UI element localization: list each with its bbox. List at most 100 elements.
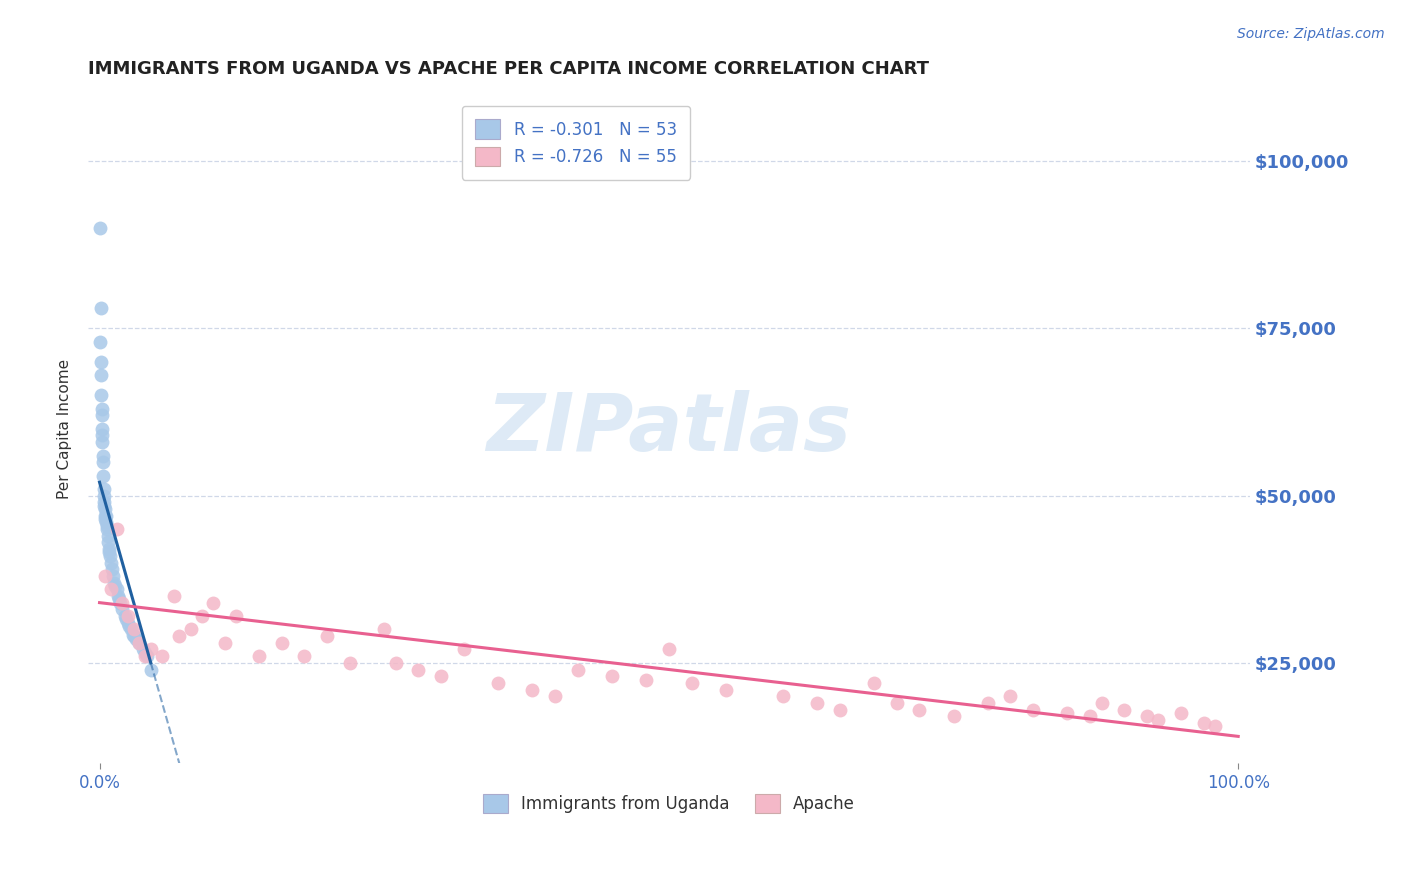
Point: [714, 682, 737, 697]
Point: [90, 355, 112, 369]
Point: [1136, 709, 1159, 723]
Point: [93, 495, 115, 509]
Point: [117, 615, 139, 630]
Point: [98, 549, 121, 563]
Point: [681, 676, 703, 690]
Point: [100, 556, 122, 570]
Point: [111, 596, 134, 610]
Point: [91, 455, 114, 469]
Point: [89, 221, 111, 235]
Point: [134, 646, 156, 660]
Point: [98, 545, 121, 559]
Point: [544, 690, 567, 704]
Point: [118, 619, 141, 633]
Point: [117, 609, 139, 624]
Point: [1078, 709, 1101, 723]
Point: [136, 649, 159, 664]
Point: [886, 696, 908, 710]
Point: [93, 502, 115, 516]
Point: [636, 673, 658, 687]
Point: [96, 516, 118, 530]
Point: [247, 649, 270, 664]
Point: [294, 649, 316, 664]
Point: [94, 569, 117, 583]
Point: [180, 623, 202, 637]
Point: [1114, 703, 1136, 717]
Point: [105, 582, 128, 597]
Point: [806, 696, 828, 710]
Point: [94, 508, 117, 523]
Point: [128, 636, 150, 650]
Point: [122, 629, 145, 643]
Point: [139, 642, 162, 657]
Point: [103, 575, 125, 590]
Point: [93, 499, 115, 513]
Point: [91, 428, 114, 442]
Point: [91, 449, 114, 463]
Text: IMMIGRANTS FROM UGANDA VS APACHE PER CAPITA INCOME CORRELATION CHART: IMMIGRANTS FROM UGANDA VS APACHE PER CAP…: [89, 60, 929, 78]
Point: [107, 589, 129, 603]
Point: [89, 334, 111, 349]
Point: [103, 569, 125, 583]
Point: [908, 703, 931, 717]
Point: [1056, 706, 1078, 720]
Point: [90, 301, 112, 316]
Point: [114, 612, 136, 626]
Point: [90, 368, 112, 383]
Point: [373, 623, 395, 637]
Point: [139, 663, 162, 677]
Point: [384, 656, 406, 670]
Point: [339, 656, 361, 670]
Point: [162, 589, 184, 603]
Point: [453, 642, 475, 657]
Text: Source: ZipAtlas.com: Source: ZipAtlas.com: [1237, 27, 1385, 41]
Point: [96, 518, 118, 533]
Point: [94, 512, 117, 526]
Point: [191, 609, 214, 624]
Point: [316, 629, 339, 643]
Point: [486, 676, 509, 690]
Point: [862, 676, 884, 690]
Point: [225, 609, 247, 624]
Point: [94, 508, 117, 523]
Point: [202, 596, 225, 610]
Point: [167, 629, 190, 643]
Legend: Immigrants from Uganda, Apache: Immigrants from Uganda, Apache: [474, 786, 863, 822]
Point: [150, 649, 173, 664]
Point: [114, 609, 136, 624]
Point: [132, 642, 155, 657]
Point: [91, 435, 114, 450]
Point: [1192, 716, 1215, 731]
Y-axis label: Per Capita Income: Per Capita Income: [58, 359, 72, 499]
Point: [97, 535, 120, 549]
Point: [100, 582, 122, 597]
Point: [125, 632, 148, 647]
Point: [1022, 703, 1045, 717]
Point: [90, 388, 112, 402]
Point: [101, 562, 124, 576]
Point: [93, 482, 115, 496]
Point: [128, 636, 150, 650]
Point: [134, 649, 156, 664]
Point: [1000, 690, 1022, 704]
Point: [90, 401, 112, 416]
Point: [828, 703, 851, 717]
Point: [96, 522, 118, 536]
Point: [121, 628, 143, 642]
Point: [122, 623, 145, 637]
Point: [408, 663, 430, 677]
Point: [91, 422, 114, 436]
Point: [270, 636, 292, 650]
Point: [1147, 713, 1170, 727]
Point: [91, 468, 114, 483]
Point: [1090, 696, 1112, 710]
Point: [600, 669, 623, 683]
Point: [104, 579, 127, 593]
Point: [942, 709, 965, 723]
Point: [96, 529, 118, 543]
Point: [105, 522, 128, 536]
Point: [976, 696, 998, 710]
Point: [430, 669, 453, 683]
Point: [658, 642, 681, 657]
Point: [111, 602, 134, 616]
